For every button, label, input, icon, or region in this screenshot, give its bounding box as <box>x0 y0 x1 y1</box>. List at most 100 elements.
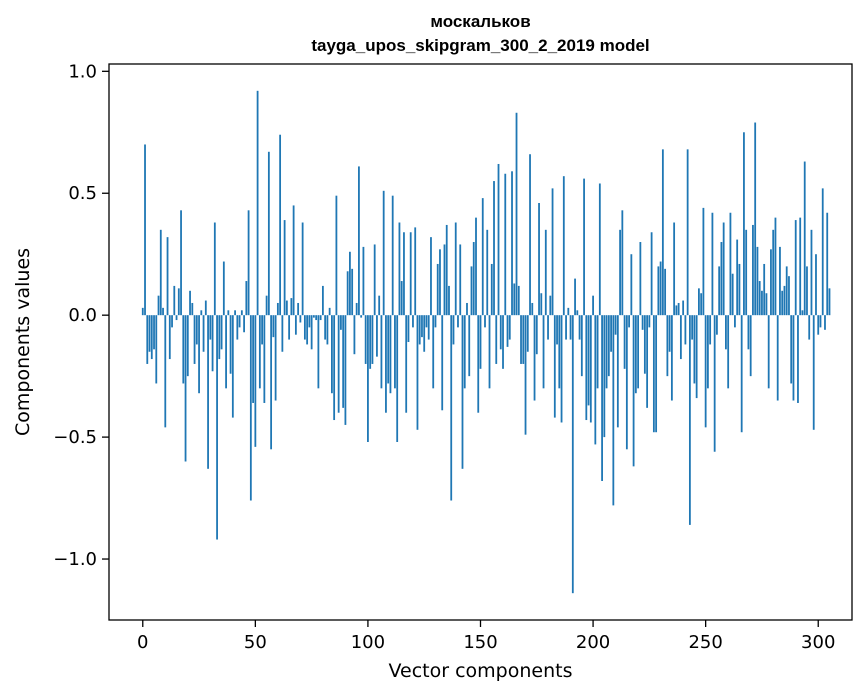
bar-component-47 <box>247 210 250 316</box>
bar-component-301 <box>819 315 822 328</box>
bar-component-251 <box>707 315 709 389</box>
bar-component-295 <box>806 266 808 316</box>
bar-component-38 <box>227 310 230 316</box>
bar-component-10 <box>164 315 167 428</box>
x-tick-label: 250 <box>688 632 722 653</box>
bar-component-148 <box>475 217 477 316</box>
bar-component-41 <box>234 310 236 316</box>
bar-component-25 <box>198 315 200 394</box>
bar-component-34 <box>218 315 221 360</box>
bar-component-205 <box>603 315 606 438</box>
bar-component-99 <box>364 315 367 364</box>
bar-component-273 <box>756 246 759 316</box>
bar-component-228 <box>655 315 658 433</box>
bar-component-35 <box>220 315 223 350</box>
bar-component-202 <box>596 315 599 389</box>
bar-component-77 <box>315 315 318 321</box>
x-tick-label: 300 <box>801 632 835 653</box>
bar-component-279 <box>770 249 772 316</box>
bar-component-70 <box>299 315 302 323</box>
bar-component-129 <box>432 315 435 389</box>
bar-component-223 <box>643 315 646 374</box>
y-tick-label: 0.5 <box>68 183 97 204</box>
bar-component-197 <box>585 315 588 421</box>
bar-component-161 <box>504 173 507 316</box>
bar-component-213 <box>621 210 624 316</box>
y-tick-label: −0.5 <box>53 427 97 448</box>
bar-component-270 <box>749 315 752 377</box>
bar-component-29 <box>207 315 209 469</box>
x-tick-label: 50 <box>244 632 267 653</box>
bar-component-222 <box>641 315 644 330</box>
bar-component-277 <box>765 293 768 316</box>
bar-component-203 <box>598 183 601 316</box>
bar-component-32 <box>213 222 216 316</box>
bar-component-287 <box>788 276 790 316</box>
bar-component-12 <box>168 315 171 360</box>
bar-component-81 <box>324 315 327 340</box>
bar-component-210 <box>614 315 617 335</box>
bar-component-240 <box>682 300 685 316</box>
bar-component-86 <box>335 195 338 316</box>
bar-component-199 <box>589 315 592 423</box>
bar-component-13 <box>171 315 173 328</box>
bar-component-137 <box>450 315 453 501</box>
bar-component-290 <box>794 220 797 316</box>
bar-component-152 <box>484 315 486 328</box>
bar-series <box>141 90 831 594</box>
bar-component-299 <box>815 254 817 316</box>
bar-component-281 <box>774 217 777 316</box>
bar-component-265 <box>738 263 741 316</box>
bar-component-112 <box>394 315 396 389</box>
bar-component-79 <box>319 315 322 321</box>
bar-component-192 <box>574 278 576 316</box>
bar-component-114 <box>398 222 401 316</box>
bar-component-78 <box>317 315 320 389</box>
bar-component-138 <box>452 315 455 345</box>
bar-component-189 <box>567 307 570 316</box>
y-tick-label: −1.0 <box>53 549 97 570</box>
bar-component-61 <box>279 134 282 316</box>
bar-component-15 <box>175 315 178 321</box>
bar-component-220 <box>637 315 640 389</box>
bar-component-17 <box>180 210 182 316</box>
bar-component-305 <box>828 288 831 316</box>
bar-component-289 <box>792 315 795 401</box>
bar-component-8 <box>159 229 162 316</box>
bar-component-54 <box>263 315 266 403</box>
bar-component-44 <box>240 310 243 316</box>
bar-component-2 <box>146 315 149 364</box>
bar-component-145 <box>468 315 471 377</box>
bar-component-65 <box>288 315 291 340</box>
bar-component-97 <box>360 315 363 318</box>
bar-component-304 <box>826 212 829 316</box>
bar-component-207 <box>607 315 610 377</box>
bar-component-9 <box>162 307 164 316</box>
chart-subtitle: tayga_upos_skipgram_300_2_2019 model <box>311 36 649 55</box>
bar-component-123 <box>418 315 421 345</box>
bar-component-105 <box>378 295 381 316</box>
bar-component-37 <box>225 315 227 389</box>
bar-component-42 <box>236 315 239 340</box>
bar-component-136 <box>448 285 450 316</box>
bar-component-179 <box>544 229 547 316</box>
bar-component-93 <box>351 268 354 316</box>
bar-component-62 <box>281 315 284 352</box>
bar-component-209 <box>612 315 615 506</box>
bar-component-101 <box>369 315 372 369</box>
bar-component-111 <box>391 195 394 316</box>
bar-component-52 <box>258 315 261 389</box>
bar-component-236 <box>673 222 676 316</box>
y-tick-label: 0.0 <box>68 305 97 326</box>
bar-component-115 <box>400 281 403 316</box>
bar-component-113 <box>396 315 399 442</box>
bar-component-243 <box>688 315 691 525</box>
bar-component-170 <box>524 315 527 435</box>
bar-component-30 <box>209 315 212 340</box>
bar-component-227 <box>652 315 655 433</box>
bar-component-59 <box>274 315 277 401</box>
bar-component-158 <box>497 163 500 316</box>
bar-component-169 <box>522 315 525 364</box>
bar-component-267 <box>743 132 745 316</box>
